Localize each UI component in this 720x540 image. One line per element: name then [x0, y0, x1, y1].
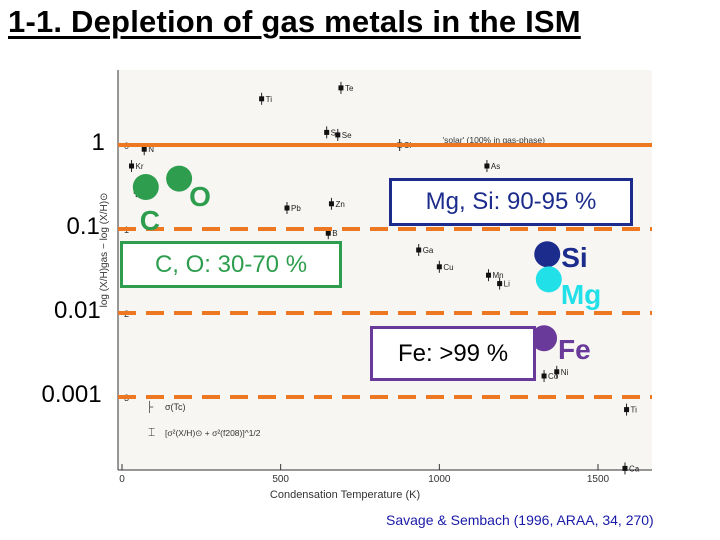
- point-label: B: [332, 229, 337, 238]
- point-label: Cu: [443, 263, 453, 272]
- y-axis-title: log (X/H)gas − log (X/H)⊙: [99, 193, 110, 308]
- legend-2-mark: ⌶: [148, 425, 155, 439]
- point-kr: [129, 163, 135, 169]
- depletion-level-label: 0.001: [41, 381, 102, 408]
- highlight-mg-label: Mg: [560, 279, 602, 311]
- point-label: Mn: [493, 271, 504, 280]
- point-s: [324, 129, 330, 135]
- depletion-level-label: 1: [91, 129, 105, 156]
- x-tick-label: 500: [272, 474, 289, 485]
- point-label: Se: [342, 131, 352, 140]
- point-label: Co: [548, 372, 559, 381]
- point-label: S: [331, 128, 336, 137]
- point-label: Ti: [631, 406, 638, 415]
- highlight-mg-circle: [535, 266, 562, 293]
- highlight-c-circle: [132, 174, 159, 200]
- point-label: Pb: [291, 204, 301, 213]
- solar-note: 'solar' (100% in gas-phase): [443, 135, 546, 145]
- point-label: N: [148, 145, 154, 154]
- point-se: [335, 132, 341, 138]
- x-tick-label: 1500: [587, 474, 610, 485]
- annotation-mgsi-box: Mg, Si: 90-95 %: [389, 178, 633, 226]
- depletion-level-label: 0.1: [66, 213, 100, 240]
- point-b: [325, 230, 331, 236]
- slide-title: 1-1. Depletion of gas metals in the ISM: [8, 4, 581, 39]
- point-label: Ca: [629, 464, 640, 473]
- highlight-fe-label: Fe: [558, 334, 591, 366]
- x-tick-label: 0: [119, 474, 125, 485]
- point-cu: [436, 264, 442, 270]
- point-ca: [622, 465, 628, 471]
- point-n: [141, 146, 147, 152]
- point-ni: [554, 369, 560, 375]
- legend-1-text: σ(Tc): [165, 402, 186, 412]
- highlight-fe-circle: [531, 325, 558, 352]
- point-pb: [284, 205, 290, 211]
- highlight-c-label: C: [139, 205, 161, 236]
- point-ti: [259, 96, 265, 102]
- highlight-o-circle: [166, 165, 193, 192]
- point-ti: [624, 407, 630, 413]
- legend-2-text: [σ²(X/H)⊙ + σ²(f208)]^1/2: [165, 428, 261, 438]
- point-zn: [328, 201, 334, 207]
- point-as: [484, 163, 490, 169]
- legend-1-mark: ├: [146, 400, 154, 414]
- point-li: [497, 281, 503, 287]
- highlight-si-label: Si: [561, 242, 588, 274]
- point-label: Ga: [423, 246, 434, 255]
- annotation-fe-box: Fe: >99 %: [370, 326, 536, 381]
- point-label: Kr: [136, 162, 144, 171]
- point-label: Ti: [266, 95, 273, 104]
- point-co: [541, 373, 547, 379]
- annotation-co-box: C, O: 30-70 %: [120, 241, 342, 288]
- x-tick-label: 1000: [428, 474, 451, 485]
- point-label: As: [491, 162, 500, 171]
- point-label: Li: [504, 280, 510, 289]
- highlight-o-label: O: [189, 180, 211, 212]
- point-te: [338, 85, 344, 91]
- point-mn: [486, 272, 492, 278]
- citation: Savage & Sembach (1996, ARAA, 34, 270): [386, 512, 654, 528]
- x-axis-title: Condensation Temperature (K): [270, 489, 420, 501]
- point-label: Ni: [561, 368, 569, 377]
- point-label: Te: [345, 84, 354, 93]
- point-ga: [416, 247, 422, 253]
- depletion-level-label: 0.01: [54, 297, 101, 324]
- highlight-si-circle: [534, 241, 561, 268]
- point-label: Zn: [335, 200, 344, 209]
